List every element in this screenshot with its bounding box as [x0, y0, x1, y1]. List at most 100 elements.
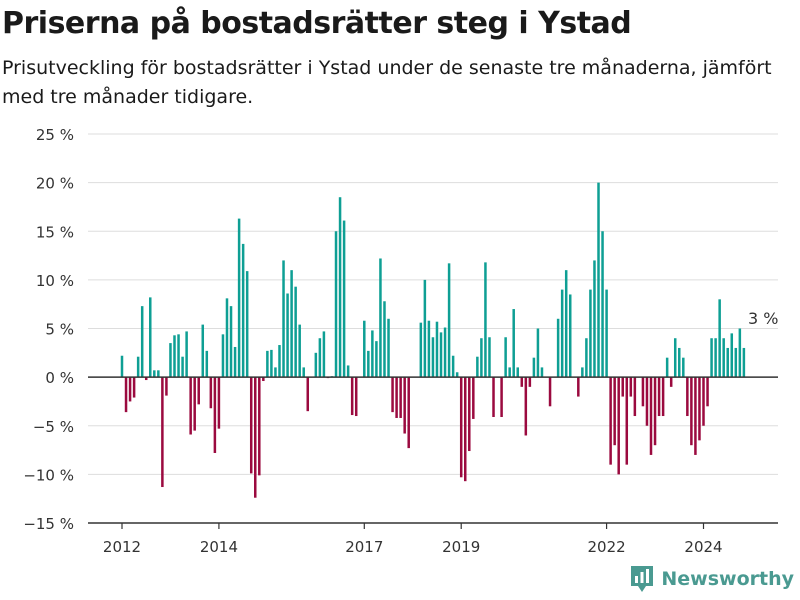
bar	[698, 377, 701, 441]
bar	[379, 258, 382, 378]
bar	[233, 346, 237, 378]
bar	[306, 377, 310, 412]
bar	[641, 377, 645, 407]
bar	[617, 377, 620, 475]
bar	[245, 271, 249, 378]
bar	[318, 338, 322, 378]
bar	[371, 330, 374, 378]
bar	[605, 289, 608, 378]
bar	[140, 306, 144, 378]
y-tick-label: 20 %	[36, 175, 74, 193]
bar	[363, 320, 366, 378]
bar	[391, 377, 394, 413]
bar	[439, 332, 443, 378]
bar	[274, 367, 277, 378]
annotations: 3 %	[748, 309, 778, 328]
bar	[484, 262, 487, 378]
bar	[738, 328, 742, 378]
bar	[548, 377, 552, 407]
bar	[678, 347, 681, 378]
bar	[504, 337, 507, 378]
bar	[278, 345, 281, 378]
bar	[560, 289, 564, 378]
bar	[342, 220, 346, 378]
bar	[161, 377, 164, 488]
bar	[149, 297, 152, 378]
bar	[730, 333, 734, 378]
bar	[669, 377, 673, 387]
bar	[270, 349, 273, 378]
bar	[346, 365, 350, 378]
bar	[262, 377, 265, 382]
bar	[322, 331, 326, 378]
y-axis-tick-labels: −15 % −10 % −5 % 0 % 5 % 10 % 15 % 20 % 25 %	[23, 126, 74, 533]
bar	[258, 377, 261, 476]
bar	[282, 260, 285, 378]
bar	[589, 289, 592, 378]
x-tick-label: 2017	[345, 538, 383, 556]
bar	[480, 338, 483, 378]
x-axis-tick-labels: 2012 2014 2017 2019 2022 2024	[103, 538, 723, 556]
bar	[334, 231, 338, 378]
bar	[407, 377, 410, 449]
brand-name: Newsworthy	[661, 568, 794, 590]
bar	[197, 377, 200, 405]
bar	[294, 286, 297, 378]
bar	[229, 306, 233, 378]
bar	[718, 299, 721, 378]
bar	[136, 356, 140, 378]
bar	[536, 328, 540, 378]
bar	[302, 367, 305, 378]
bar	[427, 320, 431, 378]
bar	[213, 377, 217, 453]
bar	[613, 377, 616, 446]
chart-subtitle: Prisutveckling för bostadsrätter i Ystad…	[2, 57, 772, 108]
bar	[722, 338, 725, 378]
bar	[443, 327, 447, 378]
bar	[266, 350, 269, 378]
bar	[601, 231, 604, 378]
bar	[165, 377, 168, 396]
bar	[585, 338, 588, 378]
bar	[205, 350, 209, 378]
bar	[314, 352, 318, 378]
bar	[181, 356, 184, 378]
bar	[128, 377, 132, 402]
bar	[286, 293, 289, 378]
bar	[419, 322, 423, 378]
bar	[673, 338, 677, 378]
bar	[237, 218, 241, 378]
bar	[657, 377, 661, 417]
x-tick-label: 2014	[200, 538, 238, 556]
y-tick-label: 5 %	[45, 321, 74, 339]
y-tick-label: −15 %	[23, 515, 74, 533]
bar	[124, 377, 128, 413]
bar	[157, 370, 160, 378]
bar	[597, 182, 600, 378]
bar	[742, 347, 746, 378]
bar	[459, 377, 463, 478]
bar	[463, 377, 467, 482]
bar	[383, 301, 386, 378]
bar	[686, 377, 689, 417]
gridlines	[88, 133, 778, 524]
y-tick-label: −5 %	[33, 418, 74, 436]
bar	[435, 321, 439, 378]
bar	[451, 355, 455, 378]
bar	[564, 270, 568, 378]
bar	[185, 331, 188, 378]
y-tick-label: 10 %	[36, 272, 74, 290]
bar	[492, 377, 495, 417]
bar	[225, 298, 229, 378]
bar	[629, 377, 633, 397]
bar	[472, 377, 475, 419]
axes	[88, 376, 778, 529]
bar	[173, 335, 176, 378]
bar	[556, 318, 560, 378]
bar	[581, 367, 584, 378]
bars	[120, 182, 746, 498]
bar	[508, 367, 511, 378]
bar	[568, 294, 572, 378]
bar	[512, 309, 515, 378]
bar	[625, 377, 629, 465]
